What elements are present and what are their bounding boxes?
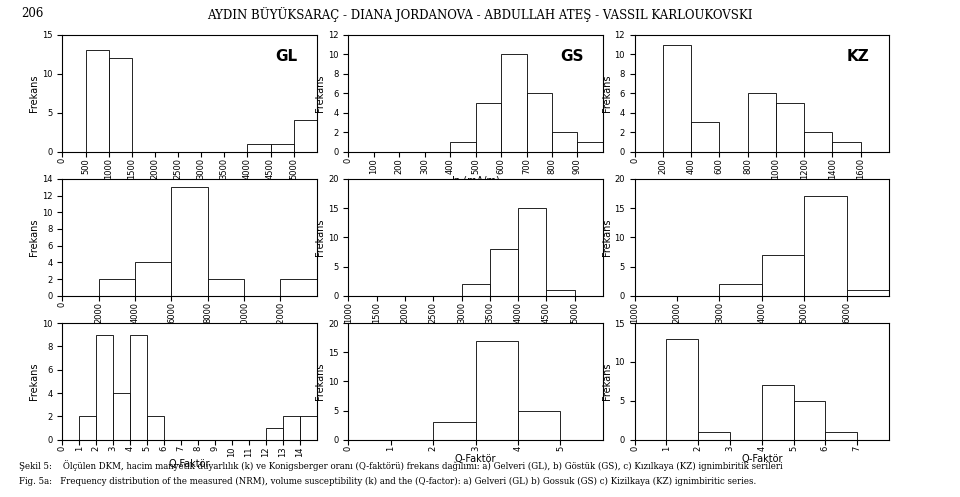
Y-axis label: Frekans: Frekans xyxy=(316,219,325,256)
Y-axis label: Frekans: Frekans xyxy=(602,75,612,112)
Bar xyxy=(99,279,135,296)
Bar xyxy=(794,401,826,440)
Text: 206: 206 xyxy=(21,7,43,20)
Y-axis label: Frekans: Frekans xyxy=(30,363,39,400)
X-axis label: Q-Faktör: Q-Faktör xyxy=(169,460,210,470)
Text: GS: GS xyxy=(561,49,584,64)
Bar xyxy=(283,416,300,440)
Bar xyxy=(172,187,207,296)
Bar xyxy=(131,334,147,440)
Bar xyxy=(135,262,172,296)
Bar xyxy=(501,54,526,152)
Bar xyxy=(832,142,861,152)
X-axis label: Jn (mA/m): Jn (mA/m) xyxy=(737,182,786,192)
Text: KZ: KZ xyxy=(847,49,870,64)
Y-axis label: Frekans: Frekans xyxy=(602,219,612,256)
X-axis label: k x10⁻⁴ SI: k x10⁻⁴ SI xyxy=(738,326,785,336)
Bar xyxy=(804,132,832,152)
Bar xyxy=(207,279,244,296)
Bar xyxy=(433,422,475,440)
Bar xyxy=(462,284,490,296)
Bar xyxy=(147,416,164,440)
Bar xyxy=(85,50,108,152)
X-axis label: k x10⁻⁴ SI: k x10⁻⁴ SI xyxy=(166,331,213,341)
Bar xyxy=(691,122,719,152)
Bar xyxy=(776,103,804,152)
Bar xyxy=(698,432,730,440)
Bar xyxy=(748,93,776,152)
Y-axis label: Frekans: Frekans xyxy=(30,219,39,256)
X-axis label: Jn (mA/m): Jn (mA/m) xyxy=(165,182,214,192)
Bar xyxy=(518,411,561,440)
Text: AYDIN BÜYÜKSARAÇ - DIANA JORDANOVA - ABDULLAH ATEŞ - VASSIL KARLOUKOVSKI: AYDIN BÜYÜKSARAÇ - DIANA JORDANOVA - ABD… xyxy=(207,7,753,22)
Bar xyxy=(577,142,603,152)
Y-axis label: Frekans: Frekans xyxy=(316,363,325,400)
Bar xyxy=(266,428,283,440)
Bar xyxy=(113,393,131,440)
Bar xyxy=(476,340,518,440)
Bar xyxy=(518,208,546,296)
Bar xyxy=(847,290,889,296)
X-axis label: k x10⁻⁴ SI: k x10⁻⁴ SI xyxy=(452,326,499,336)
Text: Fig. 5a:   Frequency distribution of the measured (NRM), volume susceptibility (: Fig. 5a: Frequency distribution of the m… xyxy=(19,477,756,486)
Bar xyxy=(546,290,575,296)
Bar xyxy=(450,142,476,152)
Bar xyxy=(804,196,847,296)
Bar xyxy=(108,58,132,152)
Bar xyxy=(96,334,113,440)
Text: GL: GL xyxy=(276,49,298,64)
Bar xyxy=(719,284,762,296)
Bar xyxy=(526,93,552,152)
Bar xyxy=(476,103,501,152)
X-axis label: Jn (mA/m): Jn (mA/m) xyxy=(451,176,500,186)
Text: Şekil 5:    Ölçülen DKM, hacim manyetik duyarlılık (k) ve Konigsberger oranı (Q-: Şekil 5: Ölçülen DKM, hacim manyetik duy… xyxy=(19,460,782,471)
Bar xyxy=(762,255,804,296)
Bar xyxy=(826,432,857,440)
X-axis label: Q-Faktör: Q-Faktör xyxy=(455,454,496,464)
Bar xyxy=(762,385,794,440)
Bar xyxy=(666,338,698,440)
Bar xyxy=(300,416,317,440)
Bar xyxy=(294,120,317,152)
Y-axis label: Frekans: Frekans xyxy=(30,75,39,112)
Bar xyxy=(271,144,294,152)
Bar xyxy=(662,45,691,152)
Y-axis label: Frekans: Frekans xyxy=(316,75,325,112)
X-axis label: Q-Faktör: Q-Faktör xyxy=(741,454,782,464)
Bar xyxy=(490,249,518,296)
Bar xyxy=(248,144,271,152)
Bar xyxy=(552,132,578,152)
Bar xyxy=(80,416,96,440)
Bar xyxy=(280,279,317,296)
Y-axis label: Frekans: Frekans xyxy=(602,363,612,400)
